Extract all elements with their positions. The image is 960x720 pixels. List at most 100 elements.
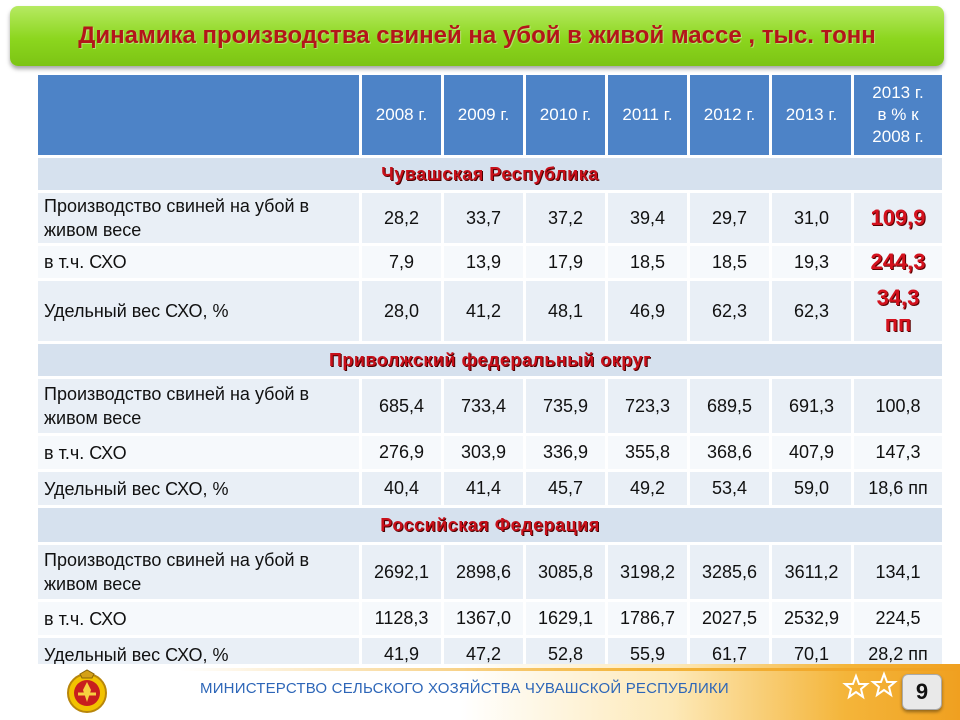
row-label-cell: Производство свиней на убой в живом весе [38,379,359,433]
value-cell: 368,6 [690,436,769,469]
header-year-2010: 2010 г. [526,75,605,155]
percent-value: 100,8 [875,395,921,416]
value-cell: 28,0 [362,281,441,341]
percent-cell: 134,1 [854,545,942,599]
value-cell: 39,4 [608,193,687,243]
percent-cell: 34,3 пп [854,281,942,341]
value-cell: 407,9 [772,436,851,469]
table-row: в т.ч. СХО 1128,3 1367,0 1629,1 1786,7 2027,5… [38,602,942,635]
region-row: Российская Федерация [38,508,942,542]
title-banner: Динамика производства свиней на убой в ж… [10,6,944,66]
percent-cell: 244,3 [854,246,942,278]
region-row: Приволжский федеральный округ [38,344,942,376]
value-cell: 2532,9 [772,602,851,635]
table-row: в т.ч. СХО 7,9 13,9 17,9 18,5 18,5 19,3 244,3 [38,246,942,278]
ministry-name: МИНИСТЕРСТВО СЕЛЬСКОГО ХОЗЯЙСТВА ЧУВАШСК… [200,680,729,697]
value-cell: 18,5 [608,246,687,278]
page-number-badge: 9 [902,674,942,710]
page-title: Динамика производства свиней на убой в ж… [78,22,876,49]
region-title: Российская Федерация [380,514,600,535]
percent-value: 244,3 [870,249,926,274]
value-cell: 37,2 [526,193,605,243]
footer-background [0,664,960,720]
percent-value: 147,3 [875,442,921,462]
percent-value: пп [884,311,912,336]
row-label-cell: Удельный вес СХО, % [38,281,359,341]
value-cell: 735,9 [526,379,605,433]
value-cell: 691,3 [772,379,851,433]
table-row: Производство свиней на убой в живом весе 6… [38,379,942,433]
value-cell: 19,3 [772,246,851,278]
percent-cell: 224,5 [854,602,942,635]
row-label-line: живом весе [44,220,142,240]
value-cell: 3285,6 [690,545,769,599]
row-label-line: Удельный вес СХО, % [44,478,229,499]
header-year-2011: 2011 г. [608,75,687,155]
percent-value: 109,9 [870,205,926,230]
footer-divider [180,668,960,671]
table-row: Производство свиней на убой в живом весе 2… [38,193,942,243]
row-label-line: Удельный вес СХО, % [44,301,229,321]
region-cell: Чувашская Республика [38,158,942,190]
region-title: Приволжский федеральный округ [328,349,652,370]
value-cell: 2027,5 [690,602,769,635]
table-row: Производство свиней на убой в живом весе 2… [38,545,942,599]
percent-cell: 18,6 пп [854,472,942,505]
header-row: 2008 г. 2009 г. 2010 г. 2011 г. 2012 г. … [38,75,942,155]
value-cell: 2692,1 [362,545,441,599]
percent-value: 224,5 [875,608,921,628]
value-cell: 276,9 [362,436,441,469]
value-cell: 355,8 [608,436,687,469]
row-label-line: Производство свиней на убой в [44,196,310,216]
value-cell: 41,4 [444,472,523,505]
row-label-cell: Удельный вес СХО, % [38,472,359,505]
percent-cell: 147,3 [854,436,942,469]
value-cell: 2898,6 [444,545,523,599]
row-label-cell: в т.ч. СХО [38,436,359,469]
decorative-stars-icon [842,671,898,700]
header-percent-line: 2013 г. [872,83,924,102]
value-cell: 62,3 [690,281,769,341]
value-cell: 3611,2 [772,545,851,599]
value-cell: 17,9 [526,246,605,278]
value-cell: 62,3 [772,281,851,341]
percent-cell: 109,9 [854,193,942,243]
row-label-line: в т.ч. СХО [44,608,127,629]
value-cell: 3198,2 [608,545,687,599]
row-label-cell: в т.ч. СХО [38,602,359,635]
row-label-cell: в т.ч. СХО [38,246,359,278]
value-cell: 46,9 [608,281,687,341]
percent-value: 134,1 [875,561,921,582]
table-row: Удельный вес СХО, % 28,0 41,2 48,1 46,9 62,3 6… [38,281,942,341]
value-cell: 40,4 [362,472,441,505]
value-cell: 733,4 [444,379,523,433]
value-cell: 45,7 [526,472,605,505]
header-year-2008: 2008 г. [362,75,441,155]
value-cell: 29,7 [690,193,769,243]
percent-value: 18,6 пп [868,478,928,498]
value-cell: 336,9 [526,436,605,469]
value-cell: 41,2 [444,281,523,341]
percent-cell: 100,8 [854,379,942,433]
row-label-line: в т.ч. СХО [44,252,127,272]
row-label-line: в т.ч. СХО [44,442,127,463]
value-cell: 59,0 [772,472,851,505]
value-cell: 13,9 [444,246,523,278]
header-empty-cell [38,75,359,155]
value-cell: 31,0 [772,193,851,243]
row-label-line: живом весе [44,408,142,428]
percent-value: 34,3 [876,285,920,310]
row-label-line: Удельный вес СХО, % [44,644,229,665]
region-cell: Российская Федерация [38,508,942,542]
value-cell: 49,2 [608,472,687,505]
value-cell: 1367,0 [444,602,523,635]
row-label-cell: Производство свиней на убой в живом весе [38,193,359,243]
value-cell: 7,9 [362,246,441,278]
region-cell: Приволжский федеральный округ [38,344,942,376]
value-cell: 53,4 [690,472,769,505]
value-cell: 3085,8 [526,545,605,599]
header-year-2013: 2013 г. [772,75,851,155]
region-row: Чувашская Республика [38,158,942,190]
value-cell: 48,1 [526,281,605,341]
row-label-line: Производство свиней на убой в [44,384,310,404]
